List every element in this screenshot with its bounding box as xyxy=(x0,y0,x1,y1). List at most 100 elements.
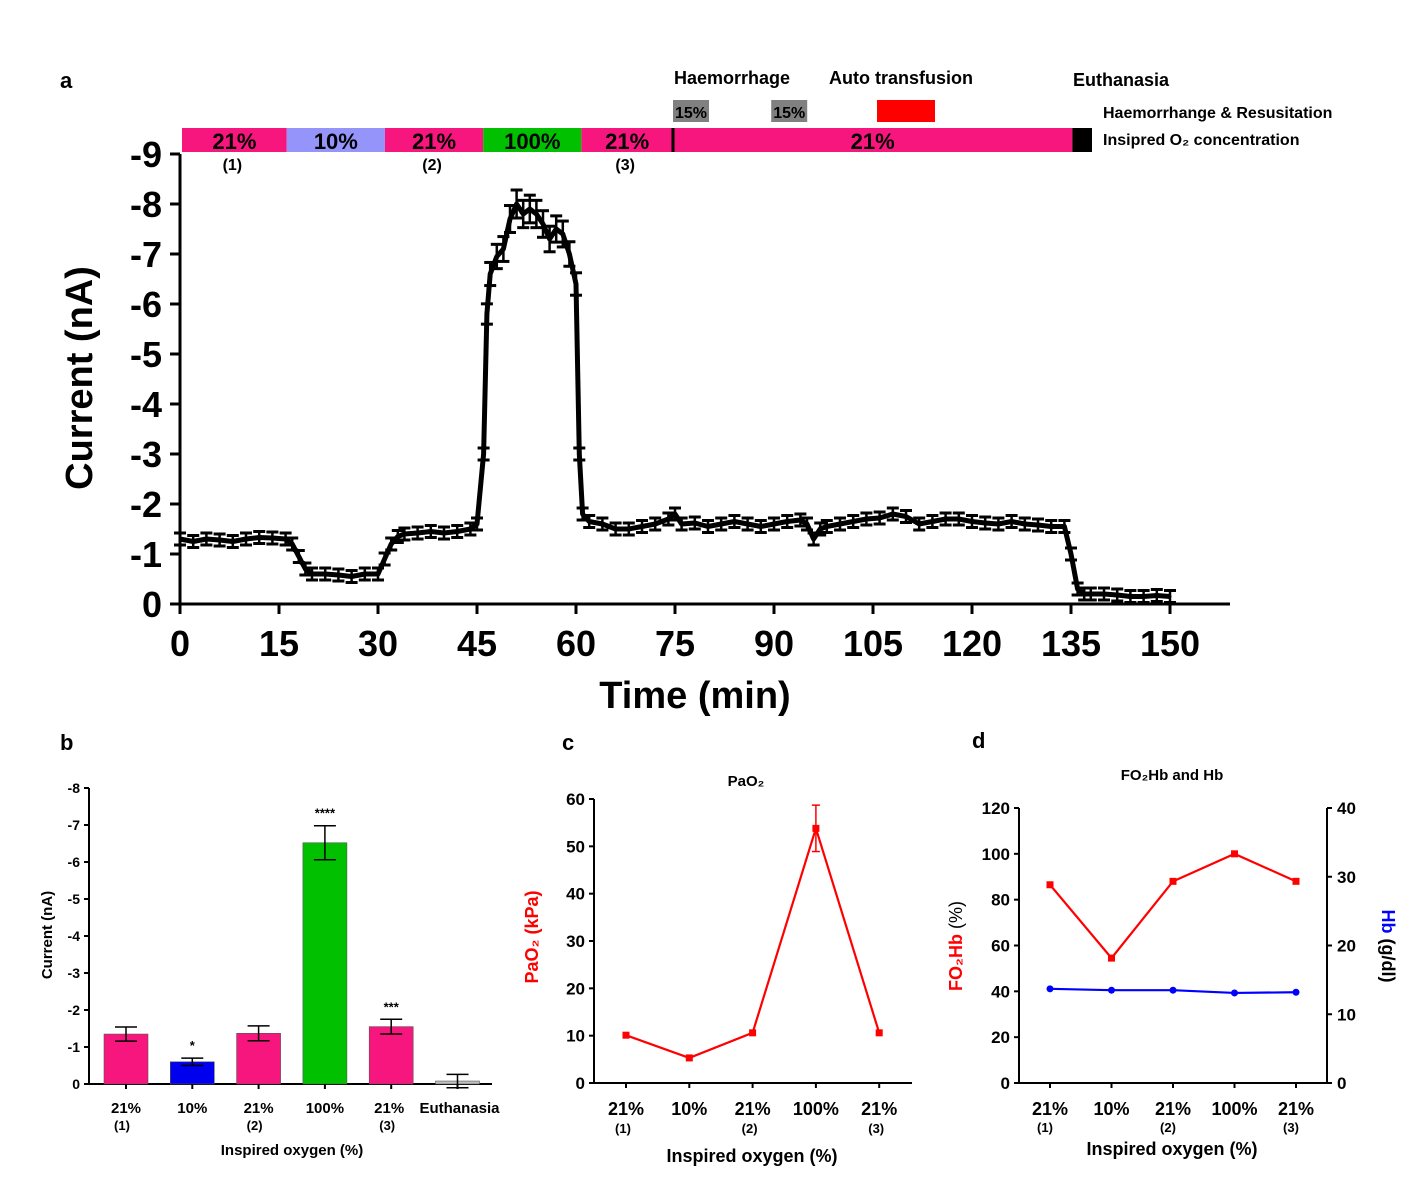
data-point xyxy=(485,312,489,316)
data-point xyxy=(614,527,618,531)
y-tick-label-right: 30 xyxy=(1337,868,1356,887)
x-tick-label: 10% xyxy=(671,1099,707,1119)
data-point xyxy=(1231,850,1238,858)
data-point xyxy=(749,1029,757,1037)
data-point xyxy=(429,530,433,533)
data-point xyxy=(389,542,393,546)
x-tick-label: 100% xyxy=(1211,1099,1257,1119)
y-tick-label: 30 xyxy=(566,932,585,951)
y-tick-label: -1 xyxy=(68,1039,81,1055)
x-tick-label: 120 xyxy=(942,623,1002,664)
x-tick-label: 10% xyxy=(1093,1099,1129,1119)
data-point xyxy=(983,521,987,525)
data-point xyxy=(396,535,400,538)
bar xyxy=(302,842,348,1085)
x-axis-label: Inspired oxygen (%) xyxy=(666,1146,837,1166)
x-tick-label: 21% xyxy=(861,1099,897,1119)
y-axis-label: PaO₂ (kPa) xyxy=(522,890,542,983)
y-tick-label: 0 xyxy=(142,584,162,625)
y-tick-label-right: 40 xyxy=(1337,799,1356,818)
y-tick-label-left: 80 xyxy=(991,891,1010,910)
chart-title: FO₂Hb and Hb xyxy=(1121,767,1224,784)
data-point xyxy=(495,255,499,258)
data-point xyxy=(1108,986,1115,994)
fo2hb-series-line xyxy=(1049,852,1297,960)
y-tick-label-right: 10 xyxy=(1337,1005,1356,1024)
x-tick-label: 21% xyxy=(374,1100,404,1117)
data-point xyxy=(851,520,855,523)
data-point xyxy=(515,202,519,206)
data-point xyxy=(455,530,459,533)
data-point xyxy=(1102,592,1106,596)
haemorrhage-block xyxy=(877,100,935,122)
y-tick-label: 40 xyxy=(566,885,585,904)
x-tick-sublabel: (3) xyxy=(1283,1120,1299,1135)
y-axis-label-right: Hb (g/dl) xyxy=(1378,910,1398,983)
data-point xyxy=(812,537,816,541)
x-tick-label: 21% xyxy=(111,1100,141,1117)
y-axis-label-left: FO₂Hb (%) xyxy=(946,901,966,991)
event-label-euthanasia: Euthanasia xyxy=(1073,70,1170,90)
data-point xyxy=(290,542,294,546)
event-label-auto-transfusion: Auto transfusion xyxy=(829,68,973,88)
data-point xyxy=(567,252,571,256)
data-point xyxy=(622,1031,630,1039)
data-point xyxy=(1128,595,1132,598)
data-point xyxy=(673,512,677,516)
haemorrhage-block-label: 15% xyxy=(675,105,707,122)
data-point xyxy=(363,572,367,576)
data-point xyxy=(930,520,934,523)
data-point xyxy=(653,522,657,526)
o2-block-sublabel: (1) xyxy=(223,157,243,174)
data-point xyxy=(231,540,235,543)
y-tick-label: -9 xyxy=(130,134,162,175)
x-tick-label: 45 xyxy=(457,623,497,664)
data-point xyxy=(204,537,208,541)
data-point xyxy=(541,222,545,226)
data-point xyxy=(488,272,492,276)
data-point xyxy=(1023,522,1027,526)
data-point xyxy=(577,452,581,456)
data-point xyxy=(310,572,314,576)
x-tick-sublabel: (3) xyxy=(379,1118,395,1133)
x-tick-sublabel: (1) xyxy=(1037,1120,1053,1135)
data-point xyxy=(521,212,525,216)
x-tick-label: 60 xyxy=(556,623,596,664)
y-tick-label: -8 xyxy=(130,184,162,225)
y-tick-label: 10 xyxy=(566,1027,585,1046)
x-axis-label: Time (min) xyxy=(599,675,790,717)
y-tick-label-left: 120 xyxy=(982,799,1010,818)
data-point xyxy=(508,217,512,221)
haemorrhage-block xyxy=(771,100,808,122)
data-point xyxy=(772,522,776,526)
y-axis-label: Current (nA) xyxy=(39,891,56,979)
data-point xyxy=(732,520,736,523)
data-point xyxy=(1069,552,1073,556)
data-point xyxy=(548,237,552,241)
o2-block-label: 21% xyxy=(412,129,456,154)
significance-marker: * xyxy=(190,1038,196,1053)
data-point xyxy=(482,452,486,456)
data-point xyxy=(442,531,446,535)
data-point xyxy=(825,525,829,528)
x-tick-sublabel: (2) xyxy=(247,1118,263,1133)
data-point xyxy=(680,522,684,526)
data-point xyxy=(640,525,644,528)
y-tick-label-right: 0 xyxy=(1337,1074,1346,1093)
chart-c: 0 10 20 30 40 50 60 21% (1) 10% 21% (2) 100% 21% (3) Pa… xyxy=(522,773,912,1166)
data-point xyxy=(468,527,472,531)
data-point xyxy=(818,527,822,531)
y-tick-label: -5 xyxy=(130,334,162,375)
o2-block xyxy=(581,128,674,152)
x-tick-label: Euthanasia xyxy=(419,1100,500,1117)
o2-block-label: 100% xyxy=(504,129,560,154)
data-point xyxy=(1155,594,1159,597)
y-tick-label: -8 xyxy=(68,780,81,796)
y-tick-label: -4 xyxy=(68,928,81,944)
chart-b: 0-1-2-3-4-5-6-7-821%(1)*10% 21%(2)****100… xyxy=(39,780,500,1159)
y-tick-label: -3 xyxy=(68,965,81,981)
o2-block-label: 21% xyxy=(605,129,649,154)
data-point xyxy=(798,518,802,522)
haemorrhage-block-label: 15% xyxy=(773,105,805,122)
